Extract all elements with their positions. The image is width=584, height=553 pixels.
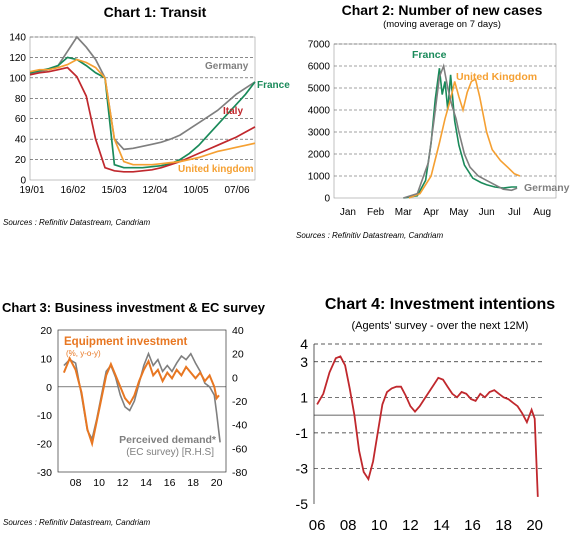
chart3-x-tick: 12 xyxy=(117,477,129,489)
chart3-y-left-tick: 0 xyxy=(46,382,52,394)
chart2-x-tick: Aug xyxy=(533,207,551,218)
chart2-y-tick: 0 xyxy=(324,194,330,205)
chart2-x-tick: Mar xyxy=(395,207,413,218)
chart1-x-tick: 15/03 xyxy=(101,185,126,196)
chart2-y-tick: 4000 xyxy=(308,106,331,117)
chart2-plot: 0 1000 2000 3000 4000 5000 6000 7000 Jan Feb Mar Ap… xyxy=(308,40,570,219)
chart1-y-tick: 60 xyxy=(15,114,27,125)
chart4-y-tick: 4 xyxy=(300,336,308,352)
chart2-legend-label: United Kingdom xyxy=(456,71,537,83)
chart3-x-tick: 10 xyxy=(93,477,105,489)
chart3-y-left-tick: -30 xyxy=(37,467,52,479)
chart3-annotation: Equipment investment xyxy=(64,336,187,348)
chart4-subtitle: (Agents' survey - over the next 12M) xyxy=(351,320,529,332)
chart1-y-tick: 0 xyxy=(20,176,26,187)
chart3-y-right-tick: -20 xyxy=(232,396,247,408)
chart1-y-tick: 20 xyxy=(15,155,27,166)
chart2-subtitle: (moving average on 7 days) xyxy=(383,19,501,30)
chart1-plot: 0 20 40 60 80 100 120 140 19/01 16/02 15/03 12/04 10… xyxy=(9,33,290,197)
chart3-y-right-tick: -60 xyxy=(232,443,247,455)
chart3-plot: -30 -20 -10 0 10 20 -80 -60 -40 -20 0 20 40 08 10 12 14 1… xyxy=(37,325,248,489)
chart3-x-tick: 18 xyxy=(187,477,199,489)
chart2-legend-label: France xyxy=(412,49,447,61)
chart1-legend-label: Italy xyxy=(223,106,243,117)
chart2-y-tick: 3000 xyxy=(308,128,331,139)
chart3-x-tick: 20 xyxy=(211,477,223,489)
chart4-x-tick: 14 xyxy=(433,517,450,534)
chart4-x-tick: 12 xyxy=(402,517,419,534)
chart2-y-tick: 2000 xyxy=(308,150,331,161)
chart1-y-tick: 80 xyxy=(15,94,27,105)
chart2-legend-label: Germany xyxy=(524,182,570,194)
chart2-x-tick: Apr xyxy=(423,207,439,218)
chart4-y-tick: 1 xyxy=(300,389,308,405)
chart4-y-tick: -5 xyxy=(296,496,309,512)
chart4-x-tick: 18 xyxy=(495,517,512,534)
chart1-series-germany xyxy=(29,35,256,151)
chart1-y-tick: 140 xyxy=(9,33,26,44)
chart1-x-tick: 07/06 xyxy=(224,185,249,196)
chart3-y-right-tick: -40 xyxy=(232,420,247,432)
chart4-y-tick: -1 xyxy=(296,425,309,441)
chart1-legend-label: United kingdom xyxy=(178,164,254,175)
chart1-source: Sources : Refinitiv Datastream, Candriam xyxy=(3,218,151,227)
chart1-y-tick: 100 xyxy=(9,73,26,84)
chart1-title: Chart 1: Transit xyxy=(103,4,207,20)
chart1-series-united-kingdom xyxy=(29,58,256,166)
chart3-source: Sources : Refinitiv Datastream, Candriam xyxy=(3,518,151,527)
chart1-y-tick: 40 xyxy=(15,135,27,146)
chart3-frame xyxy=(57,329,227,473)
chart3-y-right-tick: 40 xyxy=(232,325,244,337)
chart2-y-tick: 6000 xyxy=(308,62,331,73)
chart3-annotation: (EC survey) [R.H.S] xyxy=(126,447,214,458)
chart3-y-right-tick: 20 xyxy=(232,349,244,361)
chart2-y-tick: 7000 xyxy=(308,40,331,51)
chart1-legend-label: Germany xyxy=(205,61,249,72)
chart3-y-left-tick: 20 xyxy=(40,325,52,337)
chart1-x-tick: 16/02 xyxy=(60,185,85,196)
chart3-x-tick: 14 xyxy=(140,477,152,489)
chart4-x-tick: 16 xyxy=(464,517,481,534)
chart4-plot: 4 3 1 -1 -3 -506 08 10 12 14 16 18 20 xyxy=(296,336,544,534)
chart3-y-right-tick: -80 xyxy=(232,467,247,479)
chart4-series-investment-intentions xyxy=(316,355,539,497)
chart3-series-equipment-investment xyxy=(62,356,220,448)
chart2-x-tick: Feb xyxy=(367,207,385,218)
chart2-series-germany xyxy=(403,63,518,199)
chart2-y-tick: 1000 xyxy=(308,172,331,183)
chart4-y-tick: 3 xyxy=(300,354,308,370)
chart3-y-left-tick: -20 xyxy=(37,439,52,451)
chart1-x-tick: 19/01 xyxy=(19,185,44,196)
chart4-x-tick: 20 xyxy=(526,517,543,534)
chart3-annotation: (%, y-o-y) xyxy=(66,349,101,358)
chart3-y-right-tick: 0 xyxy=(232,372,238,384)
chart1-series-france xyxy=(29,56,256,169)
chart2-x-tick: May xyxy=(449,207,468,218)
chart2-x-tick: Jun xyxy=(479,207,495,218)
chart2-y-tick: 5000 xyxy=(308,84,331,95)
chart2-source: Sources : Refinitiv Datastream, Candriam xyxy=(296,231,444,240)
chart4-x-tick: 08 xyxy=(340,517,357,534)
chart3-annotation: Perceived demand* xyxy=(119,434,217,446)
chart1-x-tick: 12/04 xyxy=(142,185,167,196)
chart4-y-tick: -3 xyxy=(296,460,309,476)
chart1-series-italy xyxy=(29,66,256,173)
chart2-title: Chart 2: Number of new cases xyxy=(341,2,543,18)
chart2-series-united-kingdom xyxy=(408,78,521,199)
chart4-title: Chart 4: Investment intentions xyxy=(324,296,556,313)
chart3-title: Chart 3: Business investment & EC survey xyxy=(2,300,265,315)
chart1-y-tick: 120 xyxy=(9,53,26,64)
chart4-x-tick: 06 xyxy=(309,517,326,534)
chart3-y-left-tick: 10 xyxy=(40,353,52,365)
chart3-y-left-tick: -10 xyxy=(37,410,52,422)
chart3-x-tick: 16 xyxy=(164,477,176,489)
chart2-series-france xyxy=(403,68,518,199)
chart2-x-tick: Jan xyxy=(340,207,356,218)
chart3-x-tick: 08 xyxy=(70,477,82,489)
chart4-x-tick: 10 xyxy=(371,517,388,534)
chart1-legend-label: France xyxy=(257,80,290,91)
chart1-x-tick: 10/05 xyxy=(183,185,208,196)
chart2-x-tick: Jul xyxy=(508,207,521,218)
